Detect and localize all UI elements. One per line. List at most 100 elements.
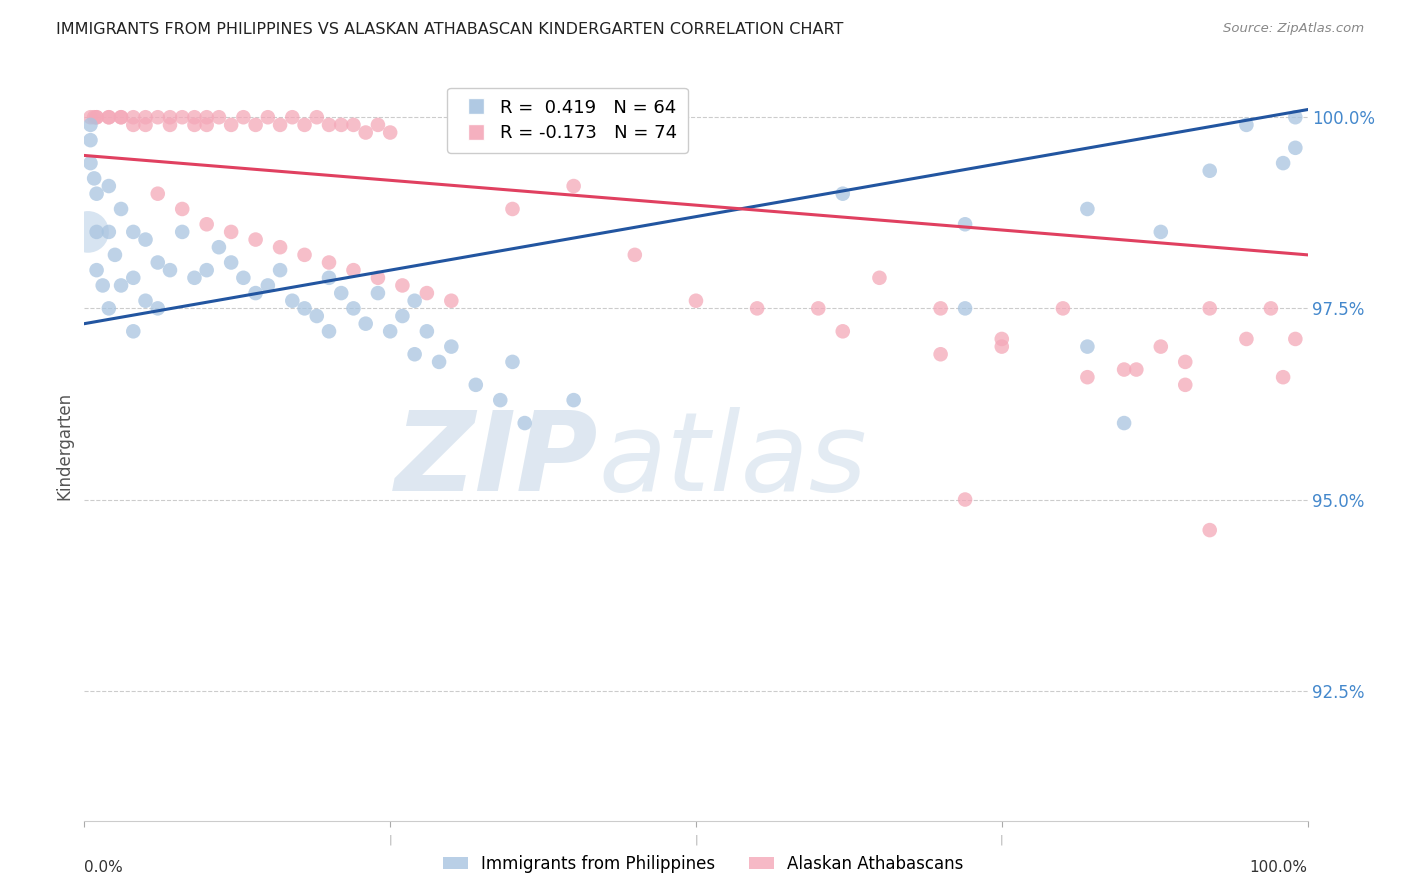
Point — [269, 118, 291, 132]
Point — [135, 233, 157, 247]
Point — [146, 186, 169, 201]
Point — [404, 293, 426, 308]
Point — [281, 110, 304, 124]
Point — [97, 110, 120, 124]
Point — [831, 324, 853, 338]
Point — [159, 110, 181, 124]
Point — [1150, 340, 1173, 354]
Point — [183, 118, 205, 132]
Point — [172, 110, 194, 124]
Point — [146, 301, 169, 316]
Point — [79, 133, 101, 147]
Point — [1284, 141, 1306, 155]
Point — [929, 301, 952, 316]
Point — [269, 240, 291, 254]
Point — [318, 324, 340, 338]
Point — [219, 225, 242, 239]
Point — [354, 126, 377, 140]
Point — [562, 393, 585, 408]
Point — [77, 225, 100, 239]
Point — [305, 309, 328, 323]
Point — [440, 340, 463, 354]
Point — [219, 255, 242, 269]
Point — [367, 286, 389, 301]
Text: |: | — [695, 835, 697, 845]
Point — [1284, 332, 1306, 346]
Point — [1236, 332, 1258, 346]
Point — [232, 270, 254, 285]
Point — [1272, 156, 1295, 170]
Point — [869, 270, 891, 285]
Point — [1076, 340, 1098, 354]
Point — [685, 293, 707, 308]
Point — [1236, 118, 1258, 132]
Point — [416, 324, 439, 338]
Point — [464, 377, 486, 392]
Point — [86, 110, 108, 124]
Point — [79, 110, 101, 124]
Point — [1174, 377, 1197, 392]
Point — [257, 110, 280, 124]
Point — [208, 110, 231, 124]
Point — [1114, 362, 1136, 376]
Point — [354, 317, 377, 331]
Point — [97, 301, 120, 316]
Point — [122, 324, 145, 338]
Point — [232, 110, 254, 124]
Point — [380, 324, 402, 338]
Point — [342, 118, 364, 132]
Text: |: | — [1000, 835, 1004, 845]
Point — [281, 293, 304, 308]
Point — [1076, 202, 1098, 216]
Point — [257, 278, 280, 293]
Point — [110, 110, 132, 124]
Point — [1052, 301, 1074, 316]
Point — [953, 217, 976, 231]
Point — [342, 263, 364, 277]
Point — [1198, 301, 1220, 316]
Point — [831, 186, 853, 201]
Point — [440, 293, 463, 308]
Point — [83, 110, 105, 124]
Point — [122, 270, 145, 285]
Point — [305, 110, 328, 124]
Point — [91, 278, 114, 293]
Point — [122, 225, 145, 239]
Point — [146, 110, 169, 124]
Point — [195, 217, 218, 231]
Point — [245, 233, 267, 247]
Point — [391, 309, 413, 323]
Point — [86, 263, 108, 277]
Text: |: | — [388, 835, 392, 845]
Point — [953, 492, 976, 507]
Point — [86, 110, 108, 124]
Point — [195, 263, 218, 277]
Point — [97, 179, 120, 194]
Point — [489, 393, 512, 408]
Point — [195, 118, 218, 132]
Point — [380, 126, 402, 140]
Point — [953, 301, 976, 316]
Point — [245, 286, 267, 301]
Point — [1260, 301, 1282, 316]
Point — [991, 340, 1014, 354]
Legend: R =  0.419   N = 64, R = -0.173   N = 74: R = 0.419 N = 64, R = -0.173 N = 74 — [447, 88, 688, 153]
Point — [135, 118, 157, 132]
Point — [330, 286, 353, 301]
Point — [1076, 370, 1098, 384]
Point — [110, 278, 132, 293]
Point — [110, 110, 132, 124]
Point — [427, 355, 450, 369]
Point — [245, 118, 267, 132]
Point — [135, 293, 157, 308]
Point — [318, 118, 340, 132]
Point — [1284, 110, 1306, 124]
Point — [502, 202, 524, 216]
Point — [104, 248, 127, 262]
Point — [1198, 163, 1220, 178]
Point — [86, 186, 108, 201]
Point — [294, 248, 316, 262]
Point — [318, 255, 340, 269]
Point — [269, 263, 291, 277]
Point — [159, 118, 181, 132]
